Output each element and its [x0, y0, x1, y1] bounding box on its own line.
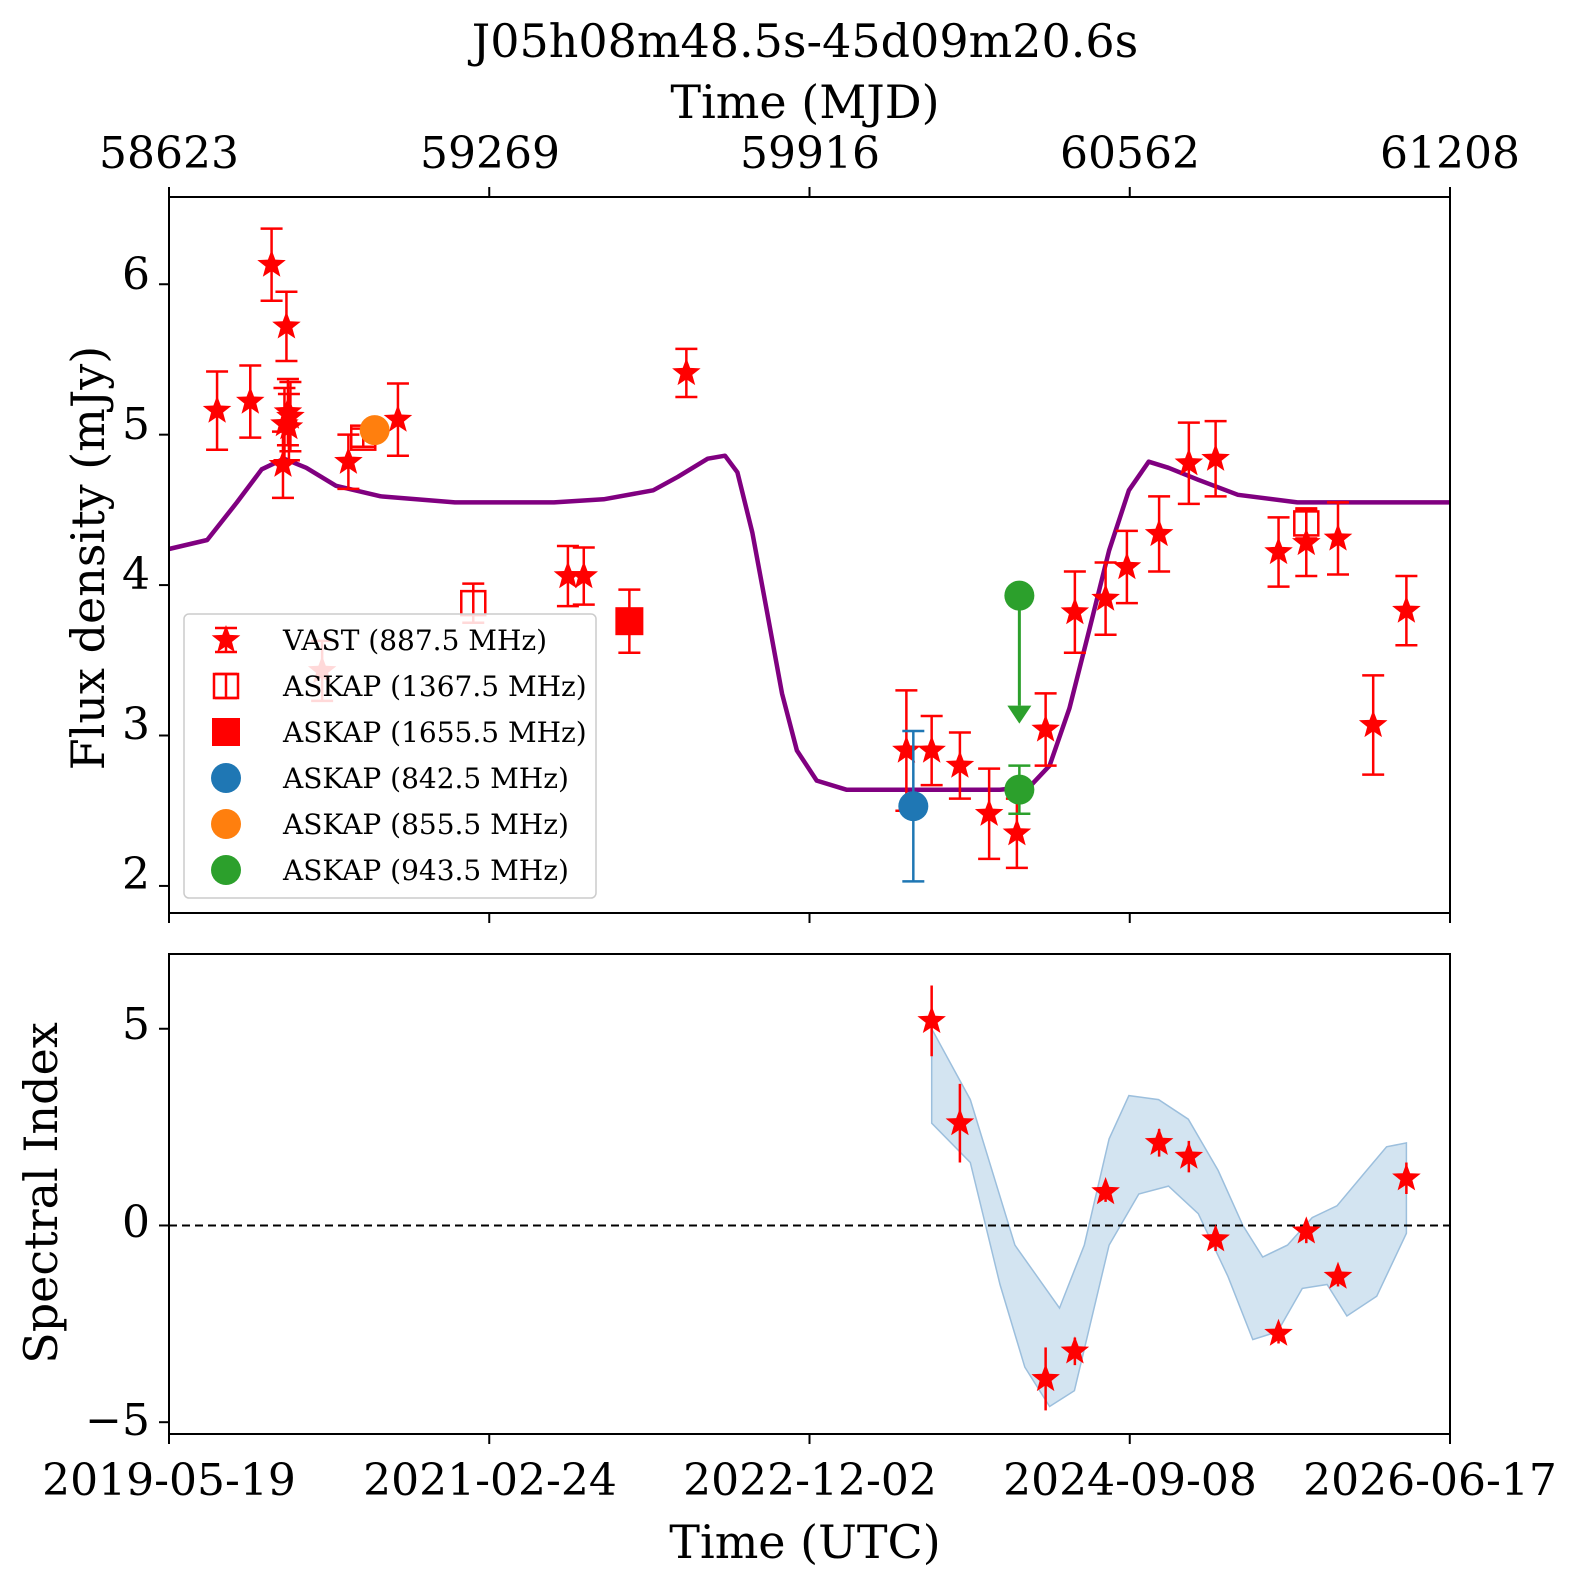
spectral-index-band — [930, 1028, 1408, 1408]
flux-point — [1060, 597, 1090, 625]
upper-y-tick-label: 3 — [122, 699, 150, 750]
flux-point — [1293, 510, 1320, 537]
flux-point — [1292, 528, 1321, 556]
flux-point — [898, 791, 929, 822]
flux-point — [274, 412, 304, 440]
flux-point — [383, 404, 413, 432]
legend-label-askap-943: ASKAP (943.5 MHz) — [282, 854, 569, 887]
flux-point — [1174, 448, 1204, 476]
flux-point — [1144, 518, 1174, 547]
bottom-tick-label: 2024-09-08 — [1003, 1455, 1257, 1506]
legend-marker — [211, 855, 241, 885]
spectral-index-point — [917, 1005, 946, 1033]
top-tick-label: 59269 — [420, 128, 560, 179]
spectral-index-point — [1264, 1318, 1293, 1346]
upper-limit-point — [1004, 580, 1035, 611]
lower-y-tick-label: 0 — [122, 1197, 150, 1248]
flux-point — [202, 395, 232, 423]
flux-point — [257, 249, 286, 277]
legend-marker — [211, 625, 241, 653]
upper-y-tick-label: 6 — [122, 249, 150, 300]
spectral-index-point — [945, 1108, 975, 1136]
spectral-index-point — [1323, 1261, 1353, 1289]
flux-point — [974, 798, 1004, 826]
spectral-index-point — [1060, 1336, 1090, 1364]
flux-point — [1112, 552, 1142, 580]
top-tick-label: 60562 — [1060, 128, 1200, 179]
model-curve — [168, 453, 1450, 792]
spectral-index-point — [1392, 1163, 1421, 1191]
upper-y-tick-label: 5 — [122, 399, 150, 450]
legend: VAST (887.5 MHz) ASKAP (1367.5 MHz) ASKA… — [183, 613, 597, 899]
spectral-index-point — [1201, 1224, 1230, 1252]
top-tick-label: 61208 — [1380, 128, 1520, 179]
legend-marker — [212, 672, 240, 700]
lower-y-tick-label: 5 — [122, 999, 150, 1050]
flux-point — [569, 561, 598, 589]
legend-label-vast: VAST (887.5 MHz) — [282, 624, 547, 657]
flux-point — [1201, 443, 1230, 471]
spectral-index-point — [1174, 1141, 1204, 1169]
upper-limit-arrowhead — [1007, 705, 1032, 724]
legend-marker — [211, 809, 241, 839]
upper-y-axis-label: Flux density (mJy) — [61, 346, 115, 770]
flux-point — [917, 735, 946, 763]
legend-label-askap-855: ASKAP (855.5 MHz) — [282, 808, 569, 841]
legend-marker — [211, 763, 241, 793]
flux-point — [892, 735, 921, 763]
flux-point — [553, 561, 583, 589]
flux-point — [945, 750, 975, 778]
bottom-tick-label: 2026-06-17 — [1303, 1455, 1557, 1506]
lower-y-axis-label: Spectral Index — [14, 1022, 68, 1364]
spectral-index-point — [1292, 1216, 1321, 1244]
upper-y-tick-label: 2 — [122, 849, 150, 900]
top-tick-label: 59916 — [740, 128, 880, 179]
flux-density-panel: 2 3 4 5 6 VAST (887.5 MHz) ASKAP (1367.5… — [122, 196, 1451, 914]
flux-point — [1031, 714, 1060, 742]
legend-label-askap-1655: ASKAP (1655.5 MHz) — [282, 716, 587, 749]
upper-y-ticks: 2 3 4 5 6 — [122, 249, 150, 900]
flux-point — [359, 415, 390, 446]
legend-label-askap-1367: ASKAP (1367.5 MHz) — [282, 670, 587, 703]
flux-point — [615, 607, 644, 636]
flux-point — [672, 358, 701, 386]
flux-point — [276, 401, 305, 429]
bottom-axis-label: Time (UTC) — [669, 1515, 940, 1569]
flux-point — [1091, 583, 1120, 611]
spectral-index-panel: −5 0 5 — [85, 953, 1451, 1446]
flux-point — [1323, 523, 1353, 551]
legend-box — [183, 613, 597, 899]
chart-title: J05h08m48.5s-45d09m20.6s — [468, 14, 1138, 68]
flux-point — [1002, 818, 1032, 846]
lower-plot-frame — [168, 953, 1451, 1435]
flux-point — [1004, 774, 1035, 805]
legend-label-askap-842: ASKAP (842.5 MHz) — [282, 762, 569, 795]
bottom-tick-label: 2022-12-02 — [683, 1455, 937, 1506]
lower-y-tick-label: −5 — [85, 1395, 150, 1446]
lower-y-ticks: −5 0 5 — [85, 999, 150, 1446]
spectral-index-point — [1144, 1127, 1174, 1155]
top-axis-ticks: 58623 59269 59916 60562 61208 — [99, 128, 1520, 179]
bottom-tick-label: 2021-02-24 — [363, 1455, 617, 1506]
flux-point — [1264, 537, 1293, 565]
flux-point — [1392, 595, 1421, 623]
legend-marker — [212, 718, 240, 746]
flux-point — [272, 311, 301, 339]
flux-point — [268, 449, 298, 477]
bottom-axis-ticks: 2019-05-19 2021-02-24 2022-12-02 2024-09… — [42, 1455, 1557, 1506]
top-tick-label: 58623 — [99, 128, 239, 179]
upper-y-tick-label: 4 — [122, 549, 150, 600]
bottom-tick-label: 2019-05-19 — [42, 1455, 296, 1506]
flux-point — [334, 446, 363, 474]
spectral-index-point — [1091, 1177, 1120, 1205]
top-axis-label: Time (MJD) — [670, 75, 939, 129]
flux-point — [1358, 710, 1388, 738]
spectral-index-point — [1031, 1363, 1060, 1392]
flux-point — [236, 386, 265, 414]
